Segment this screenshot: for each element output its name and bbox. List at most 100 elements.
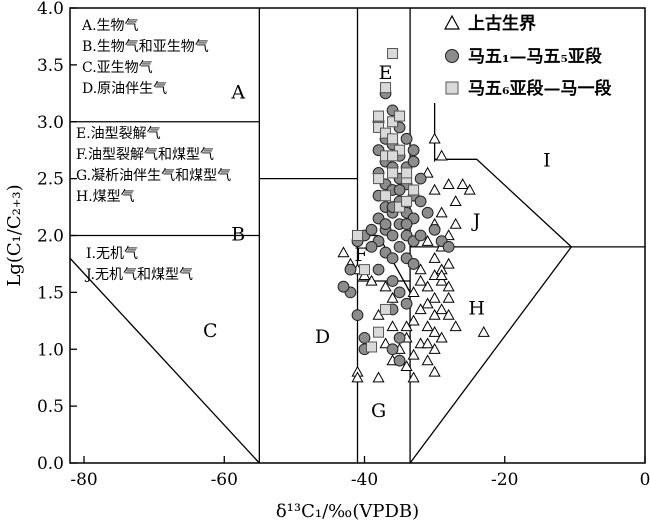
point-s0-57 — [407, 371, 420, 383]
point-s0-64 — [421, 337, 434, 349]
note-group2-2: G.凝析油伴生气和煤型气 — [76, 168, 231, 184]
point-s1-6 — [400, 132, 413, 145]
point-s0-15 — [442, 257, 455, 269]
point-s0-63 — [435, 269, 448, 280]
point-s2-23 — [387, 150, 399, 162]
note-group2-3: H.煤型气 — [76, 189, 135, 205]
point-s0-26 — [442, 308, 455, 320]
region-letter-C: C — [203, 320, 218, 342]
x-tick-label-4: 0 — [640, 470, 650, 490]
point-s0-56 — [435, 331, 448, 343]
point-s2-1 — [380, 82, 392, 94]
point-s2-16 — [401, 195, 413, 207]
point-s0-22 — [428, 291, 441, 303]
x-tick-label-3: -20 — [491, 470, 518, 490]
boundary-h-i-outline — [409, 158, 573, 464]
point-s2-12 — [373, 173, 385, 185]
point-s0-23 — [421, 297, 434, 309]
region-letter-I: I — [543, 150, 551, 172]
note-group1-0: A.生物气 — [81, 18, 139, 34]
point-s1-65 — [379, 218, 392, 231]
point-s1-42 — [400, 297, 413, 310]
point-s1-32 — [393, 240, 406, 253]
region-letter-D: D — [315, 326, 330, 348]
point-s1-28 — [386, 229, 399, 242]
y-tick-label-8: 4.0 — [37, 0, 64, 19]
boundary-c-diagonal — [69, 257, 260, 464]
point-s0-58 — [372, 371, 385, 383]
point-s2-17 — [352, 230, 363, 241]
point-s0-3 — [442, 178, 455, 189]
point-s0-10 — [449, 217, 462, 229]
point-s0-24 — [435, 303, 448, 315]
legend-marker-2 — [445, 81, 459, 95]
point-s0-21 — [407, 286, 420, 298]
point-s0-54 — [449, 320, 462, 332]
legend-marker-1 — [445, 49, 459, 63]
point-s0-55 — [428, 308, 441, 320]
point-s1-40 — [386, 275, 399, 287]
point-s0-32 — [428, 343, 441, 354]
point-s1-41 — [393, 286, 406, 299]
point-s0-33 — [407, 348, 420, 360]
point-s2-2 — [373, 110, 385, 122]
x-tick-label-0: -80 — [70, 470, 97, 490]
point-s1-62 — [407, 144, 420, 157]
point-s0-60 — [351, 371, 364, 383]
point-s2-4 — [394, 110, 406, 122]
point-s0-27 — [407, 314, 420, 326]
point-s0-5 — [456, 178, 469, 189]
point-s1-39 — [372, 263, 385, 276]
point-s0-6 — [463, 183, 476, 195]
point-s2-5 — [373, 121, 385, 133]
point-s0-53 — [414, 274, 427, 286]
x-tick-label-2: -40 — [351, 470, 378, 490]
region-letter-E: E — [379, 62, 393, 84]
point-s1-56 — [421, 206, 434, 219]
y-tick-label-5: 2.5 — [37, 170, 64, 190]
point-s1-34 — [386, 252, 399, 265]
point-s1-37 — [365, 240, 378, 253]
legend-label-1: 马五₁—马五₅亚段 — [468, 46, 602, 67]
legend-label-2: 马五₆亚段—马一段 — [468, 78, 611, 99]
point-s0-16 — [414, 263, 427, 275]
point-s1-46 — [393, 354, 406, 367]
note-group3-0: I.无机气 — [86, 246, 138, 262]
point-s0-61 — [477, 325, 490, 337]
point-s1-51 — [337, 280, 350, 293]
note-group3-1: J.无机气和煤型气 — [84, 267, 193, 283]
point-s0-12 — [421, 234, 434, 246]
point-s2-13 — [408, 184, 420, 196]
x-tick-label-1: -60 — [211, 470, 238, 490]
point-s1-45 — [386, 343, 399, 356]
point-s0-4 — [428, 183, 441, 195]
boundary-f-diagonal — [377, 235, 411, 293]
point-s0-8 — [435, 206, 448, 218]
y-axis-title: Lg(C₁/C₂₊₃) — [4, 184, 25, 286]
region-letters: A B C D E F G H I J — [203, 62, 551, 422]
point-s1-49 — [351, 309, 364, 322]
point-s2-20 — [373, 326, 385, 338]
x-axis-title: δ¹³C₁/‰(VPDB) — [276, 501, 419, 522]
point-s0-25 — [414, 303, 427, 315]
y-tick-label-0: 0.0 — [37, 454, 64, 474]
note-group2-1: F.油型裂解气和煤型气 — [76, 147, 214, 163]
point-s0-7 — [449, 195, 462, 207]
point-s0-1 — [435, 149, 448, 161]
y-tick-label-1: 0.5 — [37, 397, 64, 417]
region-letter-G: G — [371, 400, 386, 422]
legend-label-0: 上古生界 — [468, 13, 536, 34]
point-s0-0 — [428, 132, 441, 144]
region-letter-F: F — [354, 244, 367, 266]
point-s2-0 — [387, 48, 399, 59]
note-group1-1: B.生物气和亚生物气 — [82, 39, 209, 55]
point-s1-55 — [414, 195, 427, 208]
legend-background — [432, 8, 645, 103]
point-s0-62 — [400, 320, 413, 332]
point-s2-10 — [387, 167, 399, 179]
legend-marker-0 — [443, 14, 461, 30]
point-s2-3 — [387, 116, 399, 128]
point-s0-37 — [428, 365, 441, 377]
